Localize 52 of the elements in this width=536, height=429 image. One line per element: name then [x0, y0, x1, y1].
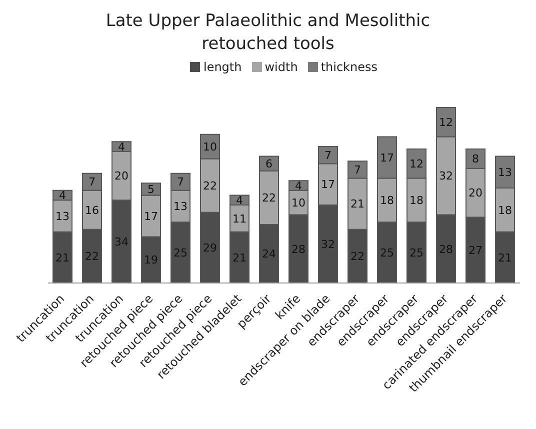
data-label: 28 — [439, 242, 453, 256]
data-label: 22 — [85, 250, 99, 264]
data-label: 21 — [498, 251, 512, 264]
data-label: 22 — [262, 192, 276, 205]
data-label: 18 — [498, 204, 512, 217]
data-label: 17 — [321, 178, 335, 192]
data-label: 8 — [472, 152, 479, 166]
data-label: 10 — [203, 140, 217, 154]
data-label: 21 — [56, 251, 70, 264]
data-label: 7 — [88, 176, 96, 189]
data-label: 32 — [439, 170, 453, 183]
data-label: 25 — [410, 246, 424, 260]
data-label: 25 — [174, 246, 188, 260]
data-label: 18 — [380, 194, 394, 208]
data-label: 24 — [262, 248, 276, 261]
data-label: 12 — [410, 157, 424, 170]
data-label: 19 — [144, 254, 158, 267]
data-label: 28 — [292, 242, 306, 256]
data-label: 17 — [380, 151, 394, 164]
data-label: 25 — [380, 246, 394, 260]
data-label: 10 — [292, 196, 306, 210]
data-label: 4 — [236, 194, 243, 208]
legend-label: thickness — [320, 60, 378, 74]
chart-title: Late Upper Palaeolithic and Mesolithic retouched tools — [104, 10, 432, 56]
data-label: 17 — [144, 210, 158, 223]
data-label: 4 — [118, 140, 125, 154]
data-label: 11 — [232, 212, 246, 226]
data-label: 7 — [354, 164, 361, 177]
data-label: 21 — [232, 251, 246, 264]
data-label: 4 — [59, 189, 66, 202]
data-label: 18 — [410, 194, 424, 208]
data-label: 4 — [295, 179, 302, 192]
data-label: 13 — [56, 210, 70, 223]
data-label: 22 — [350, 250, 364, 264]
data-label: 32 — [321, 238, 335, 251]
data-label: 12 — [439, 116, 453, 130]
data-label: 6 — [266, 157, 272, 170]
data-label: 22 — [203, 179, 217, 192]
data-label: 20 — [114, 170, 128, 183]
legend-label: length — [202, 60, 242, 74]
data-label: 5 — [148, 183, 154, 196]
data-label: 21 — [350, 198, 364, 211]
legend-label: width — [264, 60, 298, 74]
data-label: 27 — [468, 244, 482, 257]
data-label: 13 — [498, 166, 512, 179]
data-label: 13 — [174, 200, 188, 214]
data-label: 20 — [468, 186, 482, 200]
data-label: 34 — [114, 235, 128, 248]
data-label: 7 — [177, 176, 184, 189]
data-label: 16 — [85, 204, 99, 217]
data-label: 29 — [203, 242, 217, 255]
data-label: 7 — [324, 148, 332, 162]
